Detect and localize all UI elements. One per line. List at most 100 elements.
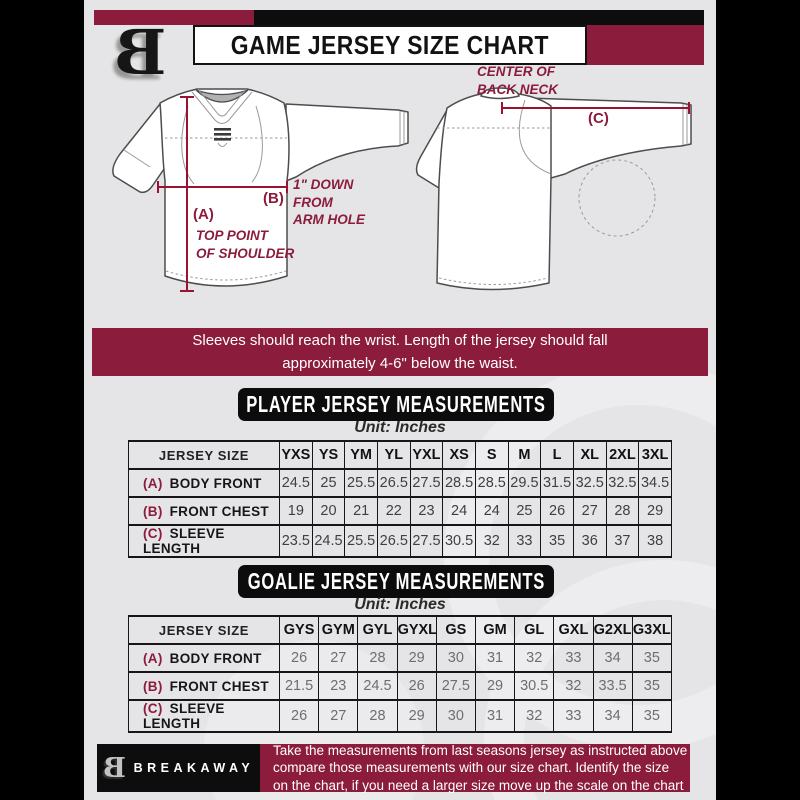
- page-title: GAME JERSEY SIZE CHART: [230, 29, 550, 60]
- measurement-value-cell: 37: [605, 524, 640, 558]
- size-column-header: XS: [442, 440, 476, 470]
- back-jersey-diagram: [415, 87, 692, 291]
- measurement-value-cell: 27: [572, 496, 607, 526]
- measure-b-key: (B): [263, 190, 284, 207]
- size-column-header: 2XL: [605, 440, 640, 470]
- measurement-row: (A) BODY FRONT 26 27 28 29 30 31 32 33 34 35: [128, 643, 673, 673]
- measure-c-caption: CENTER OF BACK NECK: [477, 64, 558, 97]
- measurement-value-cell: 31: [474, 643, 516, 673]
- size-column-header: XL: [572, 440, 607, 470]
- footer-instructions-text: Take the measurements from last seasons …: [273, 742, 688, 793]
- goalie-measurements-table: JERSEY SIZE GYS GYM GYL GYXL GS GM GL GXL G2XL G3X…: [128, 615, 673, 733]
- corner-header-cell: JERSEY SIZE: [128, 440, 280, 470]
- player-unit-label: Unit: Inches: [354, 419, 446, 436]
- breakaway-logo-icon: B: [114, 16, 167, 89]
- measurement-value-cell: 24: [474, 496, 509, 526]
- measurement-value-cell: 27.5: [409, 468, 444, 498]
- measurement-value-cell: 23.5: [279, 524, 313, 558]
- measurement-value-cell: 29: [474, 671, 516, 701]
- measurement-value-cell: 33: [553, 699, 594, 733]
- size-header-row: JERSEY SIZE YXS YS YM YL YXL XS S M L XL 2XL 3XL: [128, 440, 672, 470]
- measurement-value-cell: 32: [514, 699, 555, 733]
- measurement-value-cell: 29: [396, 643, 437, 673]
- title-maroon-block: [587, 25, 704, 65]
- measurement-value-cell: 35: [631, 643, 673, 673]
- measure-c-key: (C): [588, 110, 609, 127]
- measurement-value-cell: 34: [592, 699, 633, 733]
- measurement-value-cell: 29.5: [507, 468, 542, 498]
- fit-note-line2: approximately 4-6" below the waist.: [282, 355, 518, 372]
- measurement-value-cell: 26: [396, 671, 437, 701]
- fit-note-line1: Sleeves should reach the wrist. Length o…: [192, 331, 608, 349]
- measurement-row-label: (A) BODY FRONT: [128, 643, 280, 673]
- size-column-header: YS: [311, 440, 346, 470]
- measurement-value-cell: 21.5: [278, 671, 320, 701]
- size-header-row: JERSEY SIZE GYS GYM GYL GYXL GS GM GL GXL G2XL G3X…: [128, 615, 673, 645]
- measurement-value-cell: 33: [553, 643, 594, 673]
- measurement-value-cell: 19: [279, 496, 313, 526]
- measurement-value-cell: 23: [409, 496, 444, 526]
- measurement-value-cell: 30.5: [442, 524, 476, 558]
- header-bar-maroon-segment: [94, 10, 254, 25]
- measurement-value-cell: 25: [507, 496, 542, 526]
- measurement-value-cell: 24.5: [311, 524, 346, 558]
- size-column-header: M: [507, 440, 542, 470]
- size-column-header: YM: [344, 440, 378, 470]
- measurement-value-cell: 38: [638, 524, 672, 558]
- size-column-header: GYS: [278, 615, 320, 645]
- size-column-header: GM: [474, 615, 516, 645]
- measurement-value-cell: 32: [553, 671, 594, 701]
- measurement-value-cell: 25.5: [344, 524, 378, 558]
- measurement-value-cell: 32: [514, 643, 555, 673]
- measurement-value-cell: 30: [435, 699, 476, 733]
- measurement-value-cell: 35: [631, 699, 673, 733]
- measurement-value-cell: 24.5: [357, 671, 398, 701]
- footer-brand-box: B BREAKAWAY: [97, 744, 260, 792]
- size-column-header: GL: [514, 615, 555, 645]
- measurement-value-cell: 31: [474, 699, 516, 733]
- size-column-header: YL: [376, 440, 411, 470]
- measurement-row: (C) SLEEVE LENGTH 23.5 24.5 25.5 26.5 27.5 30.5…: [128, 524, 672, 558]
- size-column-header: GXL: [553, 615, 594, 645]
- measurement-value-cell: 21: [344, 496, 378, 526]
- measurement-value-cell: 35: [540, 524, 574, 558]
- size-column-header: GS: [435, 615, 476, 645]
- size-column-header: GYL: [357, 615, 398, 645]
- player-section-header: PLAYER JERSEY MEASUREMENTS: [238, 388, 554, 421]
- measurement-value-cell: 28: [357, 699, 398, 733]
- measurement-value-cell: 27: [318, 699, 359, 733]
- size-column-header: 3XL: [638, 440, 672, 470]
- measurement-value-cell: 34: [592, 643, 633, 673]
- measurement-value-cell: 26.5: [376, 468, 411, 498]
- measurement-value-cell: 29: [638, 496, 672, 526]
- measure-b-caption: 1" DOWN FROM ARM HOLE: [293, 177, 365, 228]
- measurement-value-cell: 27: [318, 643, 359, 673]
- measurement-value-cell: 26.5: [376, 524, 411, 558]
- player-section-title: PLAYER JERSEY MEASUREMENTS: [246, 391, 546, 417]
- measurement-row-label: (A) BODY FRONT: [128, 468, 280, 498]
- footer-instructions-box: Take the measurements from last seasons …: [260, 742, 690, 793]
- measurement-value-cell: 23: [318, 671, 359, 701]
- measurement-value-cell: 27.5: [435, 671, 476, 701]
- measurement-row: (B) FRONT CHEST 21.5 23 24.5 26 27.5 29 30.5 32 33…: [128, 671, 673, 701]
- measurement-value-cell: 29: [396, 699, 437, 733]
- size-column-header: YXS: [279, 440, 313, 470]
- player-measurements-table: JERSEY SIZE YXS YS YM YL YXL XS S M L XL 2XL 3XL (A) B…: [128, 440, 672, 558]
- size-column-header: YXL: [409, 440, 444, 470]
- goalie-section-header: GOALIE JERSEY MEASUREMENTS: [238, 565, 554, 598]
- fit-note-banner: Sleeves should reach the wrist. Length o…: [92, 328, 708, 376]
- size-column-header: L: [540, 440, 574, 470]
- measurement-value-cell: 30.5: [514, 671, 555, 701]
- measurement-value-cell: 26: [278, 699, 320, 733]
- measurement-value-cell: 31.5: [540, 468, 574, 498]
- measurement-row: (B) FRONT CHEST 19 20 21 22 23 24 24 25 26 27 28 29: [128, 496, 672, 526]
- measurement-value-cell: 25: [311, 468, 346, 498]
- measurement-value-cell: 30: [435, 643, 476, 673]
- collar-laces-icon: [214, 128, 231, 141]
- title-bar: GAME JERSEY SIZE CHART: [193, 25, 587, 65]
- header-bar-black-segment: [254, 10, 704, 25]
- page-background: B GAME JERSEY SIZE CHART: [84, 0, 716, 800]
- measurement-value-cell: 33.5: [592, 671, 633, 701]
- measurement-value-cell: 32: [474, 524, 509, 558]
- measurement-row: (C) SLEEVE LENGTH 26 27 28 29 30 31 32 33 34 35: [128, 699, 673, 733]
